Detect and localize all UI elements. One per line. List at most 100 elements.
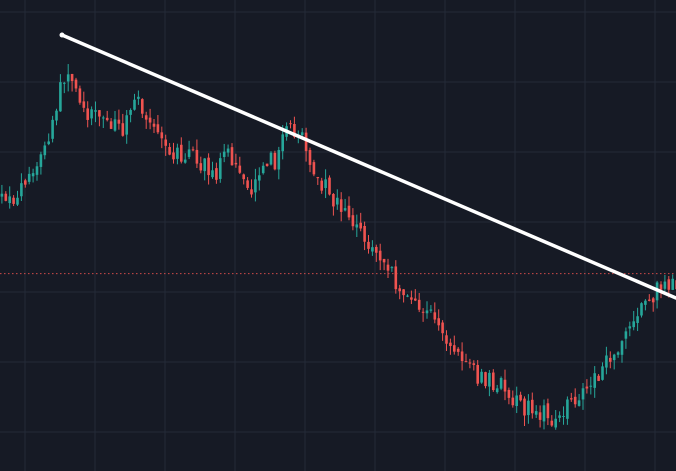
candle — [394, 260, 398, 294]
candle-body — [577, 400, 581, 406]
candle-body — [597, 375, 600, 381]
candle — [219, 152, 222, 183]
candle — [121, 113, 125, 137]
candle-body — [105, 117, 109, 121]
candle — [43, 141, 47, 160]
candle-body — [316, 177, 320, 179]
candle — [199, 156, 203, 174]
candle — [47, 133, 50, 146]
candle — [0, 184, 4, 204]
candle — [277, 146, 281, 180]
candle — [312, 159, 316, 177]
candle-body — [636, 316, 639, 323]
candle — [133, 93, 136, 111]
candle-body — [242, 174, 245, 180]
candle — [378, 243, 382, 271]
candle — [511, 390, 515, 408]
candle-body — [484, 372, 487, 387]
candle-body — [300, 132, 304, 136]
candle — [538, 405, 542, 428]
trend-line[interactable] — [60, 33, 676, 300]
candle-body — [70, 73, 74, 82]
candle — [125, 109, 128, 144]
candle-body — [121, 123, 125, 136]
candle — [51, 115, 54, 143]
candle-body — [667, 279, 671, 290]
candle — [336, 189, 339, 210]
candle — [152, 118, 156, 134]
candle — [612, 353, 616, 370]
candle-body — [406, 295, 409, 297]
candle-body — [230, 147, 234, 166]
candle-body — [74, 79, 78, 89]
candle — [246, 177, 249, 190]
candle — [651, 296, 655, 312]
candle — [581, 383, 585, 410]
candle — [573, 388, 577, 408]
candle — [238, 156, 242, 175]
candle — [546, 398, 550, 426]
candle — [371, 240, 374, 256]
candle — [441, 320, 444, 341]
candle-body — [152, 123, 156, 127]
candle-body — [624, 331, 628, 339]
candle-body — [558, 415, 561, 418]
candle-body — [351, 215, 355, 227]
candle-body — [609, 357, 612, 362]
candle — [343, 198, 347, 212]
candle — [144, 111, 148, 129]
candle-body — [480, 371, 483, 383]
candle — [316, 176, 320, 185]
candle — [417, 293, 421, 313]
candle-body — [527, 400, 530, 416]
candle-body — [312, 162, 316, 175]
candle — [456, 347, 460, 356]
candle-body — [375, 246, 378, 253]
candle — [495, 384, 499, 394]
candle — [464, 353, 468, 363]
candle — [562, 406, 565, 425]
candle — [355, 214, 359, 237]
candle — [507, 387, 511, 405]
candle-body — [499, 378, 503, 389]
candle-body — [141, 99, 144, 114]
candle-body — [78, 88, 82, 103]
trend-line-handle[interactable] — [59, 32, 65, 38]
candle — [137, 90, 140, 105]
candle-body — [414, 298, 417, 301]
candle — [484, 371, 487, 389]
candle-body — [176, 147, 179, 159]
candle — [347, 196, 351, 221]
candle — [269, 151, 273, 166]
candle — [226, 144, 230, 157]
candle-body — [66, 74, 70, 82]
candle — [616, 351, 620, 358]
candle — [605, 346, 608, 375]
candle-body — [211, 170, 214, 178]
candle-body — [492, 372, 495, 391]
candle-body — [215, 168, 218, 180]
candle-body — [8, 196, 11, 204]
candle — [12, 195, 15, 207]
candle-body — [546, 403, 550, 419]
candle — [156, 115, 160, 135]
candle — [414, 289, 417, 302]
candle-body — [515, 395, 518, 406]
candle-body — [234, 162, 238, 165]
candle — [27, 166, 31, 185]
candle — [148, 108, 152, 130]
candle — [35, 162, 39, 181]
candle — [609, 351, 612, 369]
candle-body — [632, 321, 635, 328]
candle — [102, 115, 105, 129]
candle — [597, 374, 600, 382]
candle — [421, 308, 425, 322]
candle-body — [51, 119, 54, 139]
candle-body — [254, 179, 257, 193]
candle — [59, 74, 62, 112]
candle — [515, 386, 518, 414]
candle — [105, 110, 109, 122]
candle-body — [332, 193, 335, 207]
candle — [351, 208, 355, 231]
